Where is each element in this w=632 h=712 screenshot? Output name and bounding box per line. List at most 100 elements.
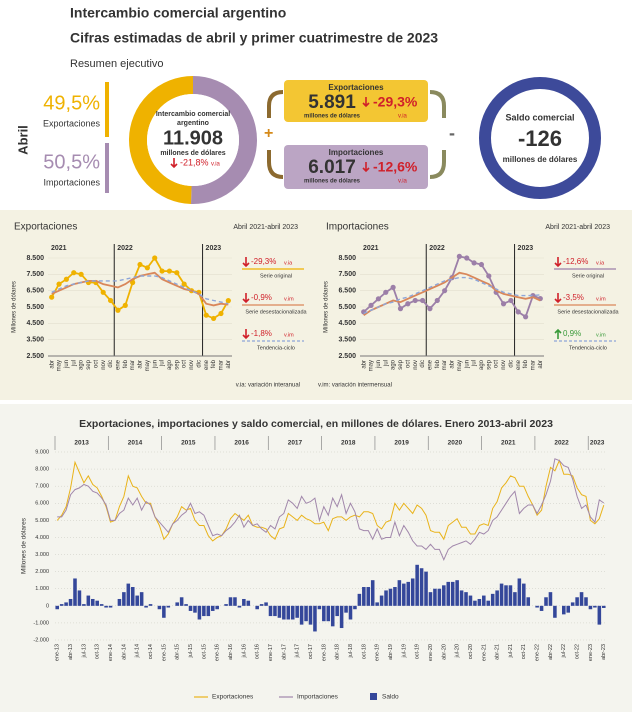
chart-title: Importaciones bbox=[326, 222, 389, 233]
x-tick-label: jun bbox=[376, 360, 382, 369]
y-tick-label: 3.500 bbox=[26, 337, 44, 344]
bar bbox=[264, 602, 268, 606]
bar bbox=[210, 605, 215, 611]
x-tick-label: sep bbox=[486, 359, 492, 369]
series-marker bbox=[130, 279, 136, 286]
bar bbox=[353, 605, 357, 610]
series-marker bbox=[508, 297, 514, 304]
series-marker bbox=[218, 310, 224, 317]
series-marker bbox=[442, 288, 448, 294]
x-tick-label: oct-20 bbox=[468, 644, 474, 659]
bar bbox=[535, 605, 539, 608]
year-label: 2015 bbox=[181, 440, 196, 447]
x-tick-label: oct-14 bbox=[148, 644, 154, 659]
x-tick-label: abr-18 bbox=[335, 644, 341, 660]
series-marker bbox=[166, 268, 173, 274]
series-marker bbox=[63, 276, 69, 282]
x-tick-label: ene-17 bbox=[268, 644, 274, 661]
bar bbox=[308, 605, 313, 625]
bar bbox=[499, 583, 504, 606]
chart-subtitle: Abril 2021-abril 2023 bbox=[233, 224, 298, 231]
x-tick-label: ene-21 bbox=[481, 644, 487, 661]
series-line bbox=[363, 271, 541, 316]
series-marker bbox=[115, 307, 121, 313]
share-bar bbox=[105, 143, 109, 193]
bar bbox=[575, 597, 579, 606]
y-tick-label: 6.500 bbox=[26, 288, 44, 295]
bar bbox=[95, 600, 99, 606]
bar bbox=[90, 598, 95, 606]
total-change: -21,8% bbox=[180, 157, 209, 167]
x-tick-label: jul bbox=[71, 360, 77, 367]
bar bbox=[393, 587, 397, 606]
bar bbox=[553, 605, 557, 618]
series-marker bbox=[181, 281, 187, 287]
x-tick-label: ago bbox=[79, 359, 85, 370]
bar bbox=[410, 578, 415, 606]
y-axis-label: Millones de dólares bbox=[324, 281, 330, 333]
y-tick-label: 9.000 bbox=[35, 449, 49, 455]
bracket bbox=[429, 90, 446, 179]
bar bbox=[322, 605, 326, 622]
series-marker bbox=[159, 268, 165, 274]
x-tick-label: ene-15 bbox=[161, 644, 167, 661]
x-tick-label: jun bbox=[464, 360, 470, 369]
bar bbox=[468, 595, 473, 606]
y-tick-label: 4.000 bbox=[35, 535, 49, 541]
x-tick-label: jul-14 bbox=[135, 644, 141, 658]
bar bbox=[473, 600, 477, 606]
bar bbox=[130, 587, 135, 606]
legend-label: Serie desestacionalizada bbox=[557, 309, 619, 315]
x-tick-label: jul-22 bbox=[561, 644, 567, 658]
year-label: 2019 bbox=[394, 440, 409, 447]
x-tick-label: abr-13 bbox=[68, 644, 74, 660]
series-change: 0,9% bbox=[563, 329, 581, 338]
bar bbox=[290, 605, 295, 620]
arrow-icon bbox=[554, 293, 562, 304]
bar bbox=[122, 592, 126, 606]
year-label: 2018 bbox=[341, 440, 356, 447]
y-tick-label: 3.500 bbox=[338, 337, 356, 344]
donut-center bbox=[147, 94, 239, 186]
legend-label: Serie original bbox=[260, 273, 292, 279]
bar bbox=[384, 590, 388, 606]
series-marker bbox=[427, 306, 433, 312]
bar bbox=[135, 595, 139, 606]
series-change: -29,3% bbox=[251, 257, 276, 266]
bar bbox=[55, 605, 59, 610]
bar bbox=[86, 595, 91, 606]
bar bbox=[295, 605, 299, 618]
bar bbox=[64, 602, 68, 606]
balance-title: Saldo comercial bbox=[505, 112, 574, 122]
series-change-unit: v.im bbox=[284, 332, 294, 338]
series-marker bbox=[56, 281, 62, 287]
bar bbox=[348, 605, 353, 620]
x-tick-label: nov bbox=[189, 360, 195, 370]
x-tick-label: jul-21 bbox=[508, 644, 514, 658]
x-tick-label: abr bbox=[138, 360, 144, 369]
series-marker bbox=[71, 270, 77, 276]
series-marker bbox=[49, 294, 55, 300]
bar bbox=[402, 583, 406, 606]
note: v.im: variación intermensual bbox=[318, 383, 392, 389]
series-marker bbox=[412, 297, 418, 304]
box-title: Importaciones bbox=[329, 148, 384, 157]
box-change-unit: v.ia bbox=[398, 179, 408, 185]
year-label: 2017 bbox=[288, 440, 303, 447]
bar bbox=[375, 602, 379, 606]
bar bbox=[513, 592, 517, 606]
series-marker bbox=[383, 289, 389, 295]
series-marker bbox=[203, 312, 209, 318]
y-tick-label: 5.000 bbox=[35, 518, 49, 524]
bar bbox=[433, 588, 437, 606]
x-tick-label: jul-13 bbox=[81, 644, 87, 658]
x-tick-label: ago bbox=[391, 359, 397, 370]
x-tick-label: feb bbox=[211, 359, 217, 368]
import-box bbox=[284, 145, 428, 189]
series-change-unit: v.im bbox=[284, 296, 294, 302]
bar bbox=[77, 590, 82, 606]
x-tick-label: jul-15 bbox=[188, 644, 194, 658]
y-tick-label: 6.000 bbox=[35, 501, 49, 507]
x-tick-label: oct-18 bbox=[361, 644, 367, 659]
bar bbox=[304, 605, 308, 622]
